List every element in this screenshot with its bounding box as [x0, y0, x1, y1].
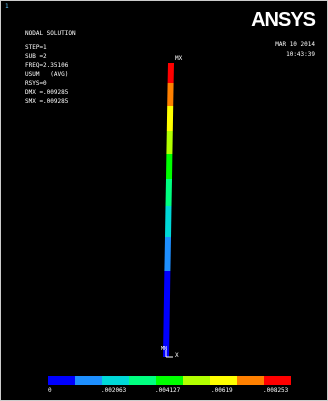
- date: MAR 10 2014: [275, 41, 315, 49]
- beam-band: [167, 83, 173, 106]
- info-line: USUM (AVG): [25, 70, 76, 79]
- beam-band: [167, 106, 173, 131]
- axis-label: X: [175, 352, 179, 360]
- beam-band: [168, 63, 174, 83]
- logo: ANSYS: [251, 9, 315, 32]
- legend-label: .004127: [155, 387, 180, 395]
- beam-band: [165, 206, 172, 237]
- legend-swatch: [183, 376, 210, 385]
- info-line: FREQ=2.35106: [25, 61, 76, 70]
- legend-label: .00619: [211, 387, 233, 395]
- info-line: SMX =.009285: [25, 97, 76, 106]
- info-line: DMX =.009285: [25, 88, 76, 97]
- legend-label: 0: [48, 387, 52, 395]
- legend-swatch: [264, 376, 291, 385]
- legend-swatch: [129, 376, 156, 385]
- time: 10:43:39: [286, 51, 315, 59]
- info-line: STEP=1: [25, 43, 76, 52]
- info-line: RSYS=0: [25, 79, 76, 88]
- info-line: SUB =2: [25, 52, 76, 61]
- beam-band: [166, 131, 172, 154]
- legend-swatch: [237, 376, 264, 385]
- legend-swatch: [156, 376, 183, 385]
- legend-swatch: [75, 376, 102, 385]
- min-label: MN: [161, 345, 167, 353]
- beam-band: [166, 179, 173, 206]
- beam: [163, 63, 174, 357]
- legend-swatch: [102, 376, 129, 385]
- beam-band: [166, 154, 172, 179]
- legend-swatch: [210, 376, 237, 385]
- info-line: NODAL SOLUTION: [25, 29, 76, 38]
- legend-bar: [48, 376, 291, 385]
- legend-swatch: [48, 376, 75, 385]
- ansys-window: 1 NODAL SOLUTION STEP=1 SUB =2 FREQ=2.35…: [0, 0, 328, 401]
- beam-band: [164, 237, 171, 271]
- legend-label: .008253: [263, 387, 288, 395]
- max-label: MX: [175, 55, 182, 63]
- info-block: NODAL SOLUTION STEP=1 SUB =2 FREQ=2.3510…: [25, 29, 76, 106]
- window-number: 1: [5, 3, 9, 11]
- legend-label: .002063: [101, 387, 126, 395]
